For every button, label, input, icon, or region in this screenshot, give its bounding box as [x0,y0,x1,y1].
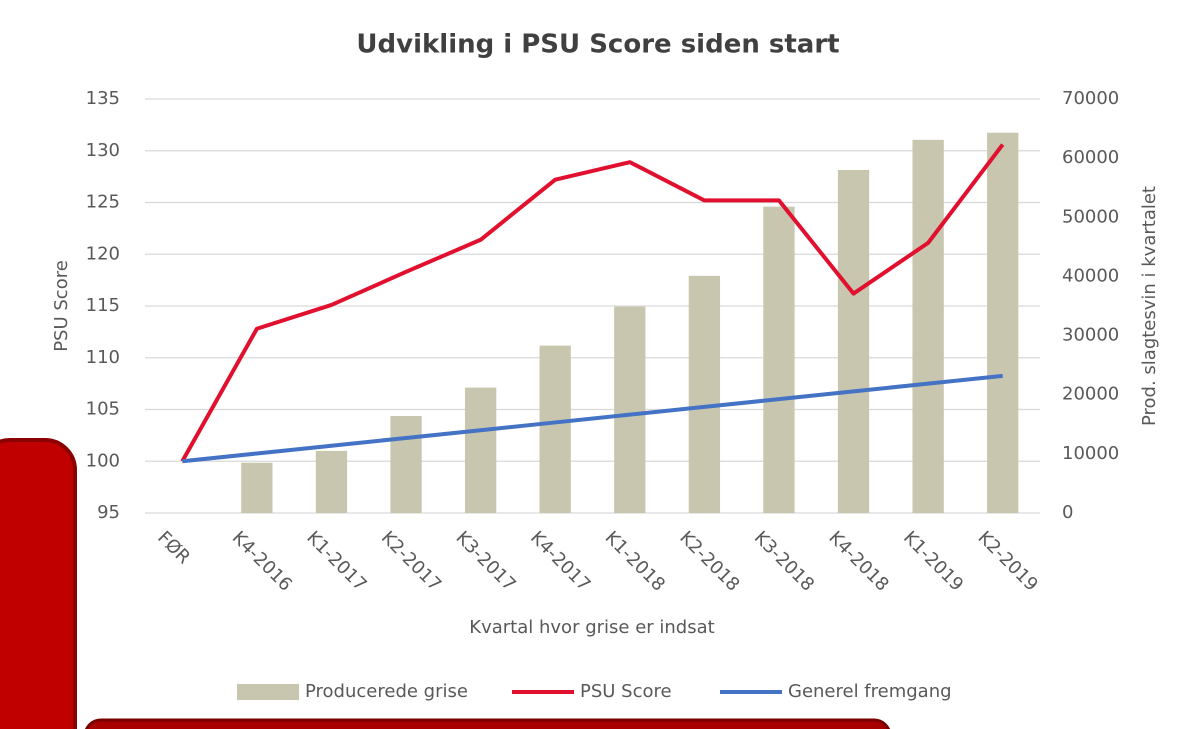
bar [987,132,1019,513]
marks [180,132,1019,513]
y-axis-title: PSU Score [51,260,72,352]
y-tick-label: 100 [86,450,120,471]
legend-label: Generel fremgang [788,681,952,702]
bar [763,206,795,513]
x-tick-label: K1-2019 [899,527,967,595]
line [180,143,1005,463]
x-tick-label: K1-2018 [601,527,669,595]
legend-label: Producerede grise [305,681,468,702]
bar [241,462,273,513]
legend-label: PSU Score [580,681,672,702]
bar [464,387,497,513]
overlay-panel [84,718,891,729]
x-tick-label: K4-2016 [228,527,296,595]
x-axis-title: Kvartal hvor grise er indsat [469,617,714,638]
y2-tick-label: 20000 [1062,384,1119,405]
y2-tick-label: 0 [1062,502,1073,523]
bar [837,169,870,513]
y-tick-label: 130 [86,140,120,161]
y2-tick-label: 10000 [1062,443,1119,464]
y2-tick-label: 70000 [1062,88,1119,109]
grid [145,98,1040,514]
overlay-panel [0,438,77,729]
y2-tick-label: 40000 [1062,265,1119,286]
bar [912,139,944,513]
y-tick-label: 95 [97,502,120,523]
x-tick-label: K3-2018 [750,527,818,595]
bar [390,416,422,513]
y-tick-label: 120 [86,243,120,264]
y-tick-label: 110 [86,347,120,368]
y-tick-label: 125 [86,192,120,213]
y2-tick-label: 30000 [1062,325,1119,346]
y2-tick-label: 60000 [1062,147,1119,168]
x-tick-label: K1-2017 [302,527,370,595]
x-tick-label: K4-2017 [526,527,594,595]
bar [539,345,571,513]
y-tick-label: 135 [86,88,120,109]
bar [614,306,646,513]
y-tick-label: 115 [86,295,120,316]
x-tick-label: FØR [153,527,194,568]
bar [688,275,721,513]
legend-swatch [237,684,299,700]
x-tick-label: K2-2019 [974,527,1042,595]
y-tick-label: 105 [86,399,120,420]
x-tick-label: K2-2017 [377,527,445,595]
line [182,373,1003,464]
y2-axis-title: Prod. slagtesvin i kvartalet [1139,186,1160,426]
bar [315,450,348,513]
y2-tick-label: 50000 [1062,206,1119,227]
x-tick-label: K4-2018 [824,527,892,595]
x-tick-label: K3-2017 [452,527,520,595]
x-tick-label: K2-2018 [675,527,743,595]
chart-title: Udvikling i PSU Score siden start [356,30,839,60]
